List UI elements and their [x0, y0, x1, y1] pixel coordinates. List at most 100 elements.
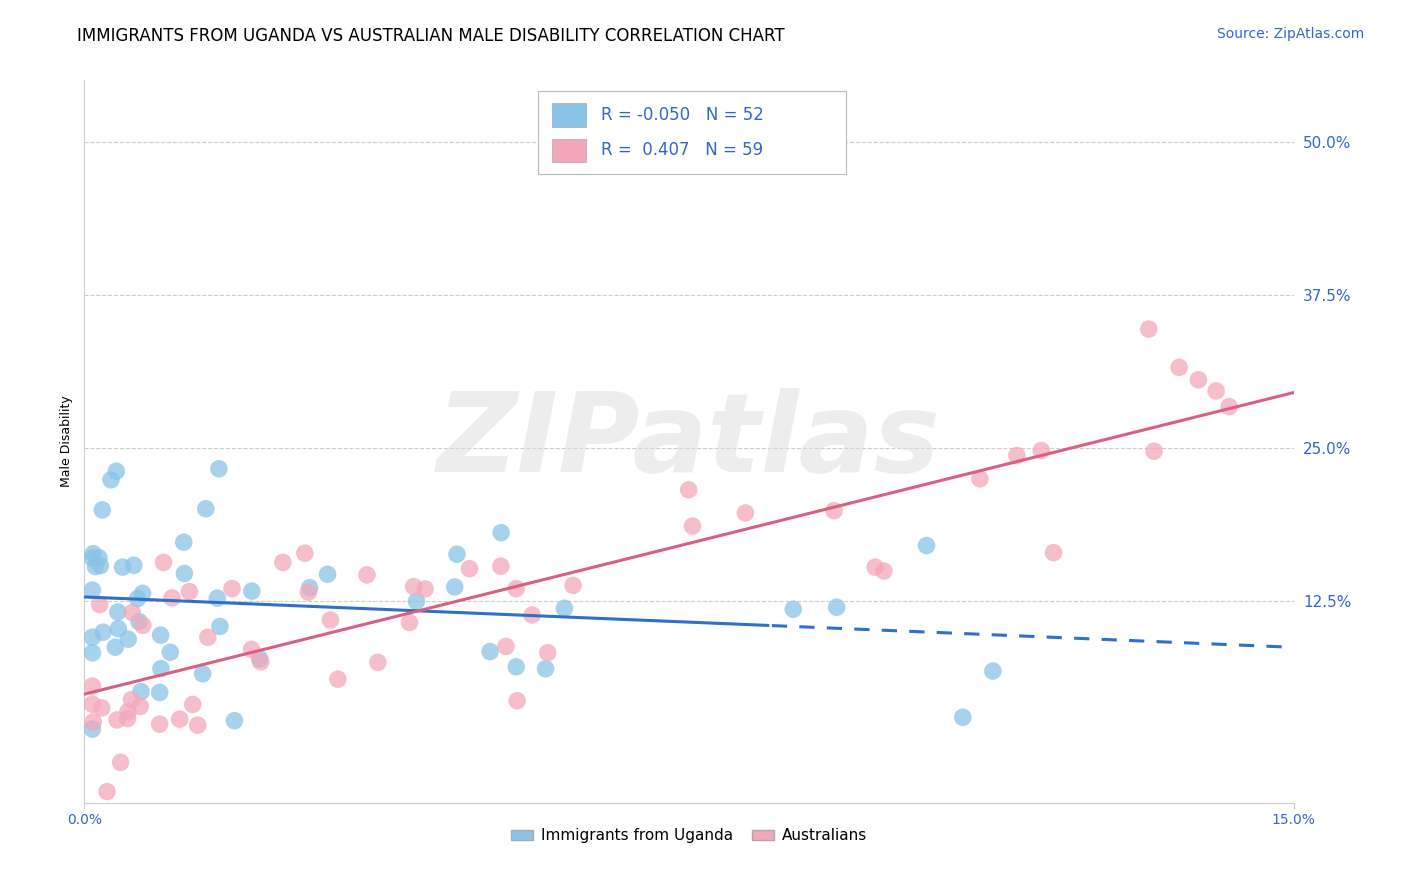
Point: [82, 697, 104, 711]
Point: [398, 615, 420, 630]
Point: [1137, 322, 1160, 336]
Point: [443, 580, 465, 594]
Point: [915, 539, 938, 553]
Point: [82, 551, 104, 566]
Point: [111, 560, 134, 574]
Text: ZIPatlas: ZIPatlas: [437, 388, 941, 495]
Point: [107, 622, 129, 636]
Point: [1218, 400, 1240, 414]
Point: [181, 698, 204, 712]
Point: [1187, 373, 1209, 387]
Point: [197, 631, 219, 645]
Text: R =  0.407   N = 59: R = 0.407 N = 59: [600, 141, 763, 160]
Point: [82, 679, 104, 693]
Point: [82, 630, 104, 644]
Point: [169, 712, 191, 726]
Point: [479, 644, 502, 658]
Point: [87, 550, 110, 565]
Point: [105, 713, 128, 727]
Point: [1205, 384, 1227, 398]
Point: [240, 584, 263, 599]
Point: [117, 705, 139, 719]
Point: [495, 640, 517, 654]
Point: [505, 660, 527, 674]
Point: [179, 584, 201, 599]
Point: [446, 547, 468, 561]
Point: [506, 694, 529, 708]
Point: [678, 483, 700, 497]
Point: [110, 756, 132, 770]
Point: [489, 559, 512, 574]
Point: [367, 656, 389, 670]
Point: [1143, 444, 1166, 458]
Point: [952, 710, 974, 724]
Point: [823, 503, 845, 517]
Point: [1005, 449, 1028, 463]
Point: [121, 606, 143, 620]
Text: IMMIGRANTS FROM UGANDA VS AUSTRALIAN MALE DISABILITY CORRELATION CHART: IMMIGRANTS FROM UGANDA VS AUSTRALIAN MAL…: [77, 27, 785, 45]
Text: Source: ZipAtlas.com: Source: ZipAtlas.com: [1216, 27, 1364, 41]
Point: [89, 598, 111, 612]
Point: [873, 564, 896, 578]
Point: [249, 655, 271, 669]
Point: [117, 712, 139, 726]
Point: [489, 525, 512, 540]
Point: [224, 714, 246, 728]
Bar: [553, 139, 586, 162]
Point: [91, 503, 114, 517]
Point: [734, 506, 756, 520]
Point: [326, 672, 349, 686]
Point: [107, 605, 129, 619]
Point: [553, 601, 575, 615]
Point: [520, 607, 543, 622]
Point: [91, 625, 114, 640]
Point: [682, 519, 704, 533]
Point: [84, 559, 107, 574]
Point: [1168, 360, 1191, 375]
Point: [191, 666, 214, 681]
Point: [149, 662, 172, 676]
Point: [505, 582, 527, 596]
Point: [122, 558, 145, 573]
Point: [90, 701, 112, 715]
Point: [127, 591, 149, 606]
Point: [249, 652, 271, 666]
Point: [316, 567, 339, 582]
Point: [100, 473, 122, 487]
Point: [132, 618, 155, 632]
Point: [131, 586, 153, 600]
Point: [207, 591, 229, 606]
Text: R = -0.050   N = 52: R = -0.050 N = 52: [600, 106, 763, 124]
Point: [405, 594, 427, 608]
Point: [187, 718, 209, 732]
Point: [82, 714, 104, 729]
FancyBboxPatch shape: [538, 91, 846, 174]
Point: [1031, 443, 1053, 458]
Point: [297, 585, 319, 599]
Point: [356, 568, 378, 582]
Point: [117, 632, 139, 647]
Bar: [553, 103, 586, 127]
Point: [194, 501, 217, 516]
Point: [160, 591, 183, 605]
Point: [96, 784, 118, 798]
Point: [129, 684, 152, 698]
Point: [298, 581, 321, 595]
Point: [173, 535, 195, 549]
Point: [458, 562, 481, 576]
Point: [208, 462, 231, 476]
Point: [149, 628, 172, 642]
Point: [562, 578, 585, 592]
Point: [981, 664, 1004, 678]
Point: [89, 558, 111, 573]
Legend: Immigrants from Uganda, Australians: Immigrants from Uganda, Australians: [505, 822, 873, 849]
Point: [128, 615, 150, 629]
Point: [105, 464, 128, 478]
Point: [104, 640, 127, 655]
Point: [271, 555, 294, 569]
Point: [159, 645, 181, 659]
Point: [82, 547, 104, 561]
Point: [782, 602, 804, 616]
Point: [82, 646, 104, 660]
Point: [402, 580, 425, 594]
